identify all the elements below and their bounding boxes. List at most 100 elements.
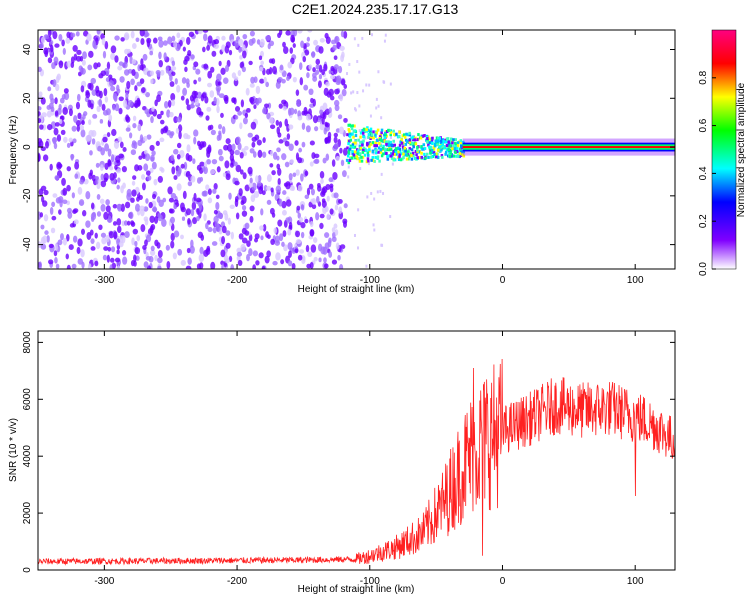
- spectrogram-cell: [142, 53, 148, 61]
- spectrogram-cell: [404, 153, 407, 157]
- spectrogram-cell: [230, 231, 235, 240]
- spectrogram-cell: [332, 231, 336, 239]
- spectrogram-cell: [363, 130, 367, 134]
- spectrogram-cell: [193, 79, 197, 85]
- spectrogram-cell: [361, 129, 364, 133]
- spectrogram-cell: [221, 126, 226, 135]
- spectrogram-cell: [196, 208, 200, 215]
- spectrogram-cell: [193, 129, 199, 137]
- spectrogram-cell: [229, 204, 235, 210]
- spectrogram-cell: [58, 118, 63, 125]
- spectrogram-cell: [168, 197, 175, 203]
- spectrogram-cell: [351, 143, 355, 147]
- spectrogram-cell: [131, 69, 136, 76]
- spectrogram-cell: [368, 145, 371, 149]
- spectrogram-cell: [40, 224, 45, 230]
- spectrogram-cell: [319, 222, 324, 230]
- spectrogram-cell: [458, 152, 462, 156]
- spectrogram-cell: [334, 88, 340, 95]
- spectrogram-cell: [101, 37, 106, 46]
- spectrogram-cell: [357, 149, 360, 153]
- spectrogram-cell: [339, 147, 343, 154]
- spectrogram-cell: [360, 155, 363, 159]
- spectrogram-cell: [246, 253, 250, 262]
- spectrogram-cell: [357, 138, 360, 142]
- spectrogram-cell: [335, 155, 340, 162]
- spectrogram-cell: [104, 143, 110, 152]
- snr-ytick-label: 4000: [22, 445, 33, 468]
- spectrogram-cell: [44, 230, 49, 235]
- spectrogram-cell: [169, 132, 174, 139]
- spectrogram-cell: [295, 230, 301, 238]
- spectrogram-cell: [173, 230, 180, 238]
- spectrogram-cell: [288, 173, 293, 181]
- spectrogram-cell: [265, 35, 271, 41]
- spectrogram-cell: [367, 133, 371, 137]
- spectrogram-cell: [333, 142, 339, 150]
- spectrogram-cell: [245, 87, 250, 96]
- spectrogram-cell: [127, 100, 134, 108]
- spectrogram-cell: [160, 167, 165, 173]
- spectrogram-cell: [216, 105, 220, 114]
- snr-xtick-label: -300: [94, 576, 114, 587]
- spectrogram-cell: [431, 141, 434, 145]
- spectrogram-ytick-label: -20: [22, 188, 33, 203]
- spectrogram-cell: [414, 136, 417, 140]
- spectrogram-cell: [329, 185, 334, 193]
- spectrogram-cell: [339, 93, 344, 102]
- spectrogram-cell: [133, 254, 137, 262]
- spectrogram-cell: [414, 149, 418, 153]
- spectrogram-cell: [243, 151, 248, 157]
- spectrogram-cell: [60, 129, 66, 136]
- spectrogram-cell: [444, 150, 448, 154]
- spectrogram-cell: [62, 47, 66, 55]
- spectrogram-cell: [70, 61, 75, 68]
- spectrogram-cell: [66, 264, 71, 269]
- colorbar-tick-label: 0.2: [698, 214, 709, 228]
- spectrogram-cell: [224, 45, 230, 54]
- spectrogram-cell: [411, 135, 415, 139]
- spectrogram-cell: [456, 146, 459, 150]
- spectrogram-cell: [75, 119, 82, 126]
- spectrogram-cell: [248, 60, 253, 66]
- spectrogram-cell: [440, 141, 443, 145]
- spectrogram-cell: [366, 126, 369, 130]
- spectrogram-cell: [365, 128, 368, 132]
- spectrogram-cell: [131, 189, 137, 197]
- spectrogram-cell: [307, 251, 313, 258]
- spectrogram-cell: [177, 167, 182, 175]
- spectrogram-cell: [362, 148, 365, 152]
- spectrogram-cell: [176, 116, 182, 123]
- spectrogram-cell: [117, 65, 123, 71]
- spectrogram-cell: [293, 108, 298, 115]
- spectrogram-cell: [317, 185, 322, 192]
- spectrogram-cell: [287, 228, 292, 236]
- spectrogram-cell: [367, 162, 370, 166]
- spectrogram-cell: [165, 65, 169, 74]
- spectrogram-cell: [180, 95, 185, 101]
- spectrogram-cell: [168, 208, 173, 214]
- spectrogram-cell: [186, 36, 191, 45]
- spectrogram-cell: [368, 83, 371, 87]
- spectrogram-cell: [72, 138, 77, 144]
- spectrogram-cell: [333, 55, 338, 61]
- spectrogram-cell: [114, 103, 120, 112]
- spectrogram-cell: [264, 103, 270, 109]
- spectrogram-cell: [134, 247, 141, 255]
- spectrogram-cell: [76, 124, 80, 132]
- spectrogram-cell: [305, 125, 311, 133]
- spectrogram-cell: [263, 184, 268, 192]
- spectrogram-cell: [95, 89, 101, 97]
- spectrogram-cell: [181, 216, 186, 221]
- spectrogram-cell: [428, 145, 431, 149]
- spectrogram-cell: [70, 32, 76, 38]
- spectrogram-cell: [124, 201, 131, 209]
- spectrogram-cell: [359, 167, 362, 171]
- spectrogram-cell: [193, 136, 197, 145]
- spectrogram-cell: [356, 152, 360, 156]
- spectrogram-cell: [277, 219, 283, 227]
- spectrogram-cell: [234, 39, 240, 48]
- spectrogram-cell: [142, 245, 147, 250]
- spectrogram-cell: [309, 220, 314, 228]
- spectrogram-cell: [85, 91, 91, 99]
